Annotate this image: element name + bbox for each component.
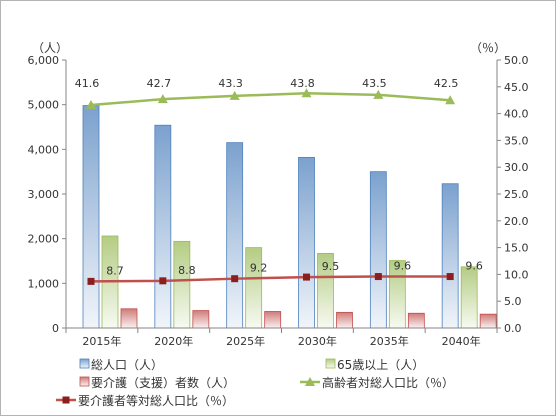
data-label-elderly-ratio: 43.3 [218, 77, 243, 90]
legend-marker-3 [305, 377, 315, 386]
data-label-care-ratio: 8.8 [178, 264, 196, 277]
right-tick-label: 15.0 [504, 242, 529, 255]
legend-swatch-0 [79, 358, 90, 369]
data-label-care-ratio: 9.5 [322, 260, 340, 273]
line-series-0 [90, 91, 451, 107]
line-point-1-4 [374, 273, 382, 281]
right-tick-label: 30.0 [504, 161, 529, 174]
line-series-1 [90, 275, 451, 283]
left-tick-label: 2,000 [28, 233, 60, 246]
bar-1-2 [245, 247, 263, 329]
data-label-elderly-ratio: 43.5 [362, 77, 387, 90]
bar-1-1 [173, 240, 191, 329]
line-point-1-3 [303, 273, 310, 281]
data-label-care-ratio: 9.6 [465, 260, 483, 273]
data-label-elderly-ratio: 42.7 [147, 77, 172, 90]
left-tick-label: 6,000 [28, 54, 60, 67]
legend-label-3: 高齢者対総人口比（％） [322, 375, 454, 390]
data-label-care-ratio: 9.2 [250, 262, 268, 275]
category-label: 2040年 [442, 334, 481, 348]
right-tick-label: 10.0 [504, 268, 529, 281]
legend-label-1: 65歳以上（人） [337, 358, 424, 372]
bar-2-0 [120, 308, 138, 329]
bar-2-1 [192, 310, 210, 329]
right-tick-label: 40.0 [504, 108, 529, 121]
left-tick-label: 5,000 [28, 99, 60, 112]
line-point-1-1 [159, 277, 167, 285]
right-tick-label: 45.0 [504, 81, 529, 94]
right-tick-label: 35.0 [504, 134, 529, 147]
line-point-0-3 [301, 88, 312, 98]
legend-label-4: 要介護者等対総人口比（％） [78, 393, 234, 408]
bar-0-5 [441, 183, 459, 329]
right-tick-label: 25.0 [504, 188, 529, 201]
data-label-elderly-ratio: 41.6 [75, 77, 100, 90]
bar-0-0 [82, 105, 100, 329]
line-point-0-0 [86, 100, 96, 110]
right-tick-label: 50.0 [504, 54, 529, 67]
data-label-care-ratio: 9.6 [394, 260, 412, 273]
right-tick-label: 20.0 [504, 215, 529, 228]
bar-2-3 [336, 311, 353, 329]
data-label-care-ratio: 8.7 [106, 264, 124, 277]
category-label: 2015年 [82, 334, 121, 348]
left-axis-unit: （人） [32, 41, 68, 55]
right-tick-label: 0.0 [504, 322, 522, 335]
bar-0-4 [369, 171, 387, 329]
line-point-0-5 [445, 95, 456, 105]
line-point-0-4 [373, 89, 384, 99]
left-tick-label: 1,000 [28, 277, 60, 290]
legend-marker-4 [62, 396, 70, 404]
category-label: 2020年 [154, 334, 193, 348]
bar-0-1 [154, 124, 172, 329]
bar-2-2 [264, 311, 282, 329]
bar-2-4 [407, 312, 425, 329]
line-point-1-5 [446, 273, 454, 281]
line-point-0-2 [229, 90, 240, 100]
data-label-elderly-ratio: 42.5 [434, 77, 459, 90]
category-label: 2030年 [298, 334, 337, 348]
bar-2-5 [479, 313, 497, 329]
legend-swatch-1 [325, 358, 336, 369]
right-tick-label: 5.0 [504, 295, 522, 308]
bar-0-3 [298, 156, 315, 329]
category-label: 2025年 [226, 334, 265, 348]
data-label-elderly-ratio: 43.8 [290, 77, 315, 90]
left-tick-label: 0 [52, 322, 59, 335]
line-point-1-0 [87, 277, 95, 285]
line-point-1-2 [231, 275, 239, 283]
bar-0-2 [226, 142, 244, 329]
legend-label-2: 要介護（支援）者数（人） [91, 375, 235, 390]
legend-swatch-2 [79, 376, 90, 387]
bar-1-5 [460, 266, 478, 329]
right-axis-unit: （％） [470, 41, 506, 55]
line-point-0-1 [157, 94, 168, 104]
left-tick-label: 3,000 [28, 188, 60, 201]
category-label: 2035年 [370, 334, 409, 348]
legend-label-0: 総人口（人） [91, 358, 163, 372]
left-tick-label: 4,000 [28, 143, 60, 156]
